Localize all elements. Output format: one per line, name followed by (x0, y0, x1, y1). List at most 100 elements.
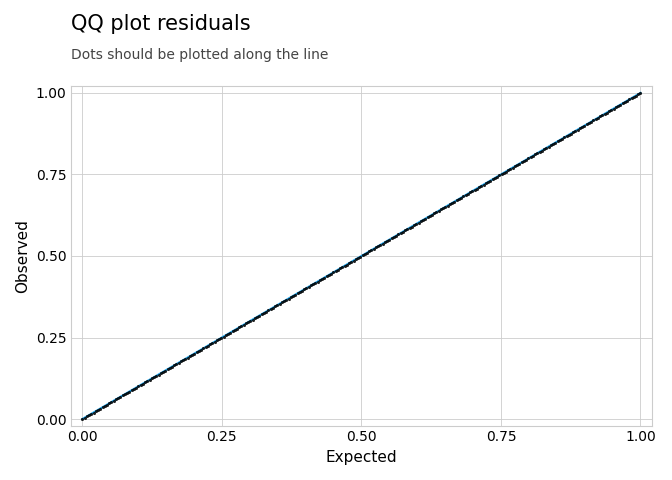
Point (405, 224, 415, 232)
Point (375, 241, 386, 249)
Point (171, 360, 182, 368)
Point (276, 299, 287, 306)
Point (503, 167, 513, 174)
Point (239, 321, 249, 329)
Point (581, 120, 592, 128)
Point (633, 90, 644, 98)
Point (247, 316, 258, 324)
Point (243, 318, 253, 326)
Point (534, 148, 545, 156)
Point (615, 101, 626, 108)
Point (93, 406, 103, 414)
Point (447, 199, 458, 207)
Point (539, 145, 550, 153)
Point (319, 274, 330, 281)
Point (382, 237, 392, 245)
Point (364, 248, 374, 255)
Point (496, 170, 507, 178)
Point (140, 379, 151, 386)
Point (95, 405, 106, 412)
Point (173, 359, 184, 367)
Point (357, 252, 368, 259)
Point (283, 295, 294, 302)
Point (128, 385, 139, 393)
Point (281, 296, 292, 304)
Point (124, 388, 135, 396)
Point (494, 171, 505, 179)
Point (413, 219, 424, 227)
Point (610, 104, 621, 111)
Point (178, 356, 189, 364)
Point (599, 110, 610, 118)
Point (438, 204, 449, 212)
Point (198, 345, 209, 352)
Point (407, 223, 417, 230)
Point (120, 390, 130, 398)
Point (131, 384, 142, 392)
Point (81, 413, 92, 420)
Point (79, 414, 90, 421)
Y-axis label: Observed: Observed (15, 219, 30, 293)
Point (442, 202, 453, 209)
Point (431, 208, 442, 216)
Point (104, 399, 115, 407)
Point (122, 389, 132, 396)
Point (267, 304, 278, 312)
Point (458, 192, 469, 200)
Point (366, 246, 377, 254)
Point (433, 207, 444, 215)
Point (411, 220, 422, 228)
Point (425, 212, 435, 220)
Point (521, 156, 532, 164)
Point (314, 276, 325, 284)
Point (214, 336, 224, 343)
Point (573, 126, 583, 133)
Point (353, 254, 364, 262)
Point (501, 168, 511, 175)
Point (205, 341, 216, 348)
Point (386, 234, 397, 242)
Point (384, 236, 394, 243)
Point (294, 288, 305, 296)
Point (620, 98, 630, 106)
Point (622, 97, 632, 105)
Point (452, 196, 462, 204)
Point (427, 211, 437, 218)
Point (370, 244, 381, 252)
Point (111, 396, 122, 403)
Point (350, 255, 361, 263)
Point (259, 309, 269, 317)
Point (339, 262, 350, 270)
Point (118, 392, 128, 399)
Point (155, 370, 166, 377)
Point (252, 313, 263, 321)
Point (212, 336, 222, 344)
Point (225, 329, 236, 336)
Point (624, 96, 634, 103)
Point (158, 368, 169, 376)
Point (303, 283, 314, 290)
Point (420, 215, 431, 223)
Point (216, 334, 226, 342)
Point (583, 119, 594, 127)
Point (209, 338, 220, 346)
Point (556, 135, 567, 143)
Point (590, 115, 601, 123)
Point (187, 351, 198, 359)
Point (388, 233, 399, 241)
Point (317, 275, 327, 283)
Point (474, 183, 485, 191)
Point (296, 287, 307, 295)
Point (175, 358, 186, 365)
Point (337, 264, 347, 271)
Point (536, 147, 547, 155)
Point (348, 257, 359, 264)
Point (360, 250, 370, 258)
Point (77, 415, 88, 423)
Point (449, 198, 460, 205)
Point (617, 99, 628, 107)
Point (608, 105, 619, 112)
Point (391, 232, 402, 240)
Point (97, 403, 108, 411)
Point (575, 124, 585, 132)
